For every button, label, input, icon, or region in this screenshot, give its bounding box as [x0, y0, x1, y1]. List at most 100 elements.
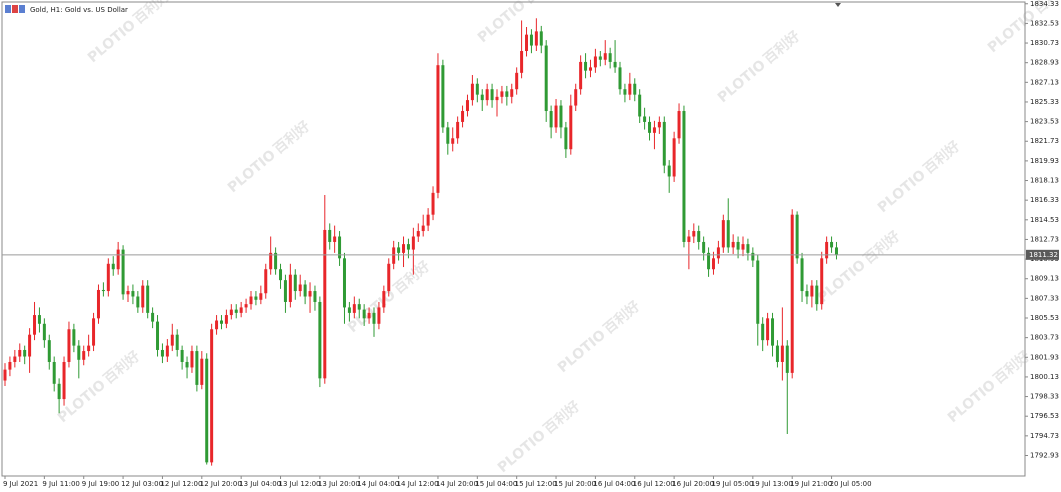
candle-body [406, 244, 410, 250]
x-tick-label: 13 Jul 04:00 [239, 480, 281, 488]
candle-body [613, 61, 617, 68]
x-tick-label: 19 Jul 05:00 [711, 480, 753, 488]
candle-body [461, 111, 465, 122]
last-price-label: 1811.32 [1029, 251, 1058, 259]
candle-body [111, 263, 115, 270]
candle-body [52, 361, 56, 384]
x-tick-label: 19 Jul 21:00 [790, 480, 832, 488]
candle-body [200, 358, 204, 385]
candle-body [775, 345, 779, 362]
candle-body [608, 53, 612, 62]
candle-body [780, 345, 784, 362]
candle-body [28, 334, 32, 357]
candle-body [652, 127, 656, 133]
candle-body [303, 284, 307, 297]
candle-body [805, 291, 809, 297]
candle-body [249, 296, 253, 305]
candle-body [392, 247, 396, 264]
candle-body [648, 121, 652, 133]
candle-body [520, 51, 524, 73]
candle-body [298, 284, 302, 292]
candle-body [830, 241, 834, 248]
candle-body [505, 91, 509, 97]
x-tick-label: 16 Jul 04:00 [593, 480, 635, 488]
candle-body [372, 312, 376, 324]
candle-body [362, 309, 366, 319]
y-tick-label: 1818.13 [1030, 177, 1059, 185]
candle-body [446, 127, 450, 144]
candle-body [810, 285, 814, 297]
candle-body [475, 83, 479, 95]
candle-body [274, 252, 278, 270]
y-tick-label: 1832.53 [1030, 19, 1059, 27]
candle-body [397, 247, 401, 253]
candle-body [716, 247, 720, 259]
candle-body [13, 356, 17, 362]
x-tick-label: 14 Jul 04:00 [357, 480, 399, 488]
candle-body [761, 323, 765, 341]
candle-body [333, 236, 337, 242]
candle-body [564, 127, 568, 150]
y-tick-label: 1798.33 [1030, 393, 1059, 401]
y-tick-label: 1805.53 [1030, 314, 1059, 322]
candle-body [421, 225, 425, 232]
last-price-box [1026, 249, 1059, 260]
candle-body [702, 241, 706, 253]
candle-body [820, 258, 824, 305]
candle-body [156, 321, 160, 350]
y-tick-label: 1834.33 [1030, 0, 1059, 8]
candle-body [411, 236, 415, 250]
candle-body [313, 291, 317, 302]
candle-body [338, 236, 342, 259]
candle-body [116, 249, 120, 270]
candle-body [264, 269, 268, 294]
candle-body [510, 89, 514, 97]
candle-body [588, 67, 592, 71]
candle-body [269, 252, 273, 270]
candle-body [244, 304, 248, 308]
candle-body [549, 111, 553, 128]
candle-body [180, 349, 184, 362]
y-tick-label: 1794.73 [1030, 432, 1059, 440]
candle-body [33, 315, 37, 335]
candle-body [741, 244, 745, 250]
candle-body [96, 289, 100, 319]
candle-body [165, 345, 169, 357]
candle-body [328, 229, 332, 242]
candle-body [500, 91, 504, 97]
candle-body [106, 263, 110, 292]
candle-body [441, 65, 445, 128]
candle-body [697, 231, 701, 242]
y-tick-label: 1823.53 [1030, 118, 1059, 126]
candle-body [451, 138, 455, 144]
candle-body [141, 285, 145, 308]
candle-body [559, 105, 563, 128]
candle-body [470, 83, 474, 101]
candle-body [525, 34, 529, 52]
candle-body [37, 315, 41, 324]
candle-body [569, 105, 573, 150]
candle-body [215, 320, 219, 330]
candle-body [87, 345, 91, 352]
x-tick-label: 12 Jul 03:00 [121, 480, 163, 488]
x-tick-label: 14 Jul 12:00 [397, 480, 439, 488]
y-tick-label: 1812.73 [1030, 235, 1059, 243]
candle-body [8, 361, 12, 370]
candle-body [77, 345, 81, 360]
symbol-icon [5, 5, 25, 13]
candle-body [210, 329, 214, 463]
candle-body [800, 258, 804, 292]
y-tick-label: 1828.93 [1030, 59, 1059, 67]
y-tick-label: 1827.13 [1030, 78, 1059, 86]
y-tick-label: 1792.93 [1030, 451, 1059, 459]
candle-body [682, 111, 686, 242]
candle-body [259, 293, 263, 300]
candle-body [731, 241, 735, 248]
x-tick-label: 12 Jul 12:00 [160, 480, 202, 488]
candle-body [756, 260, 760, 324]
candle-body [293, 274, 297, 292]
x-tick-label: 9 Jul 11:00 [42, 480, 80, 488]
candle-body [593, 56, 597, 68]
